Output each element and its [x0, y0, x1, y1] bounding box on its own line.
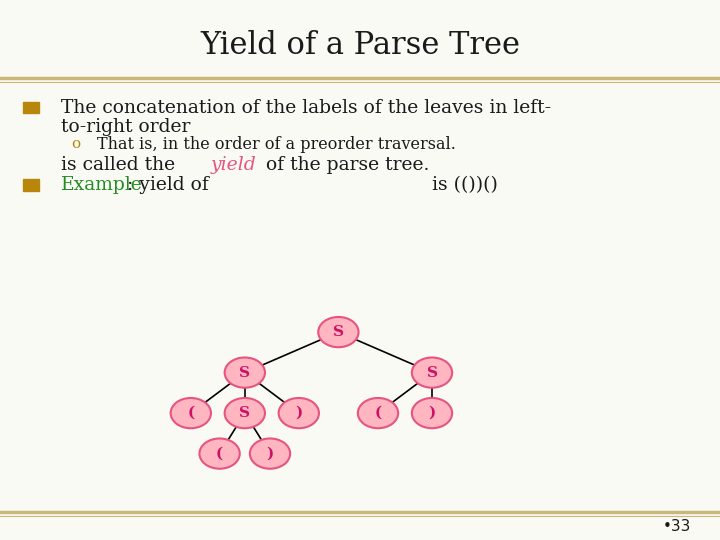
- Text: is (())(): is (())(): [432, 176, 498, 194]
- Text: ): ): [428, 406, 436, 420]
- Circle shape: [279, 398, 319, 428]
- Circle shape: [225, 357, 265, 388]
- Text: S: S: [426, 366, 438, 380]
- Circle shape: [225, 398, 265, 428]
- Text: S: S: [239, 366, 251, 380]
- Text: yield: yield: [211, 156, 257, 174]
- Text: Example: Example: [61, 176, 143, 194]
- Text: Yield of a Parse Tree: Yield of a Parse Tree: [200, 30, 520, 62]
- Text: o: o: [71, 137, 80, 151]
- Text: The concatenation of the labels of the leaves in left-: The concatenation of the labels of the l…: [61, 99, 552, 117]
- Text: S: S: [239, 406, 251, 420]
- Text: to-right order: to-right order: [61, 118, 191, 136]
- Text: is called the: is called the: [61, 156, 181, 174]
- Text: That is, in the order of a preorder traversal.: That is, in the order of a preorder trav…: [97, 136, 456, 153]
- Text: (: (: [187, 406, 194, 420]
- Text: S: S: [333, 325, 344, 339]
- Circle shape: [318, 317, 359, 347]
- Text: ): ): [295, 406, 302, 420]
- Text: ): ): [266, 447, 274, 461]
- Bar: [23, 102, 39, 113]
- Circle shape: [171, 398, 211, 428]
- Text: (: (: [374, 406, 382, 420]
- Circle shape: [358, 398, 398, 428]
- Text: •33: •33: [663, 519, 691, 534]
- Circle shape: [250, 438, 290, 469]
- Text: of the parse tree.: of the parse tree.: [254, 156, 430, 174]
- Text: (: (: [216, 447, 223, 461]
- Circle shape: [412, 357, 452, 388]
- Circle shape: [199, 438, 240, 469]
- Circle shape: [412, 398, 452, 428]
- Text: : yield of: : yield of: [127, 176, 209, 194]
- Bar: [23, 179, 39, 191]
